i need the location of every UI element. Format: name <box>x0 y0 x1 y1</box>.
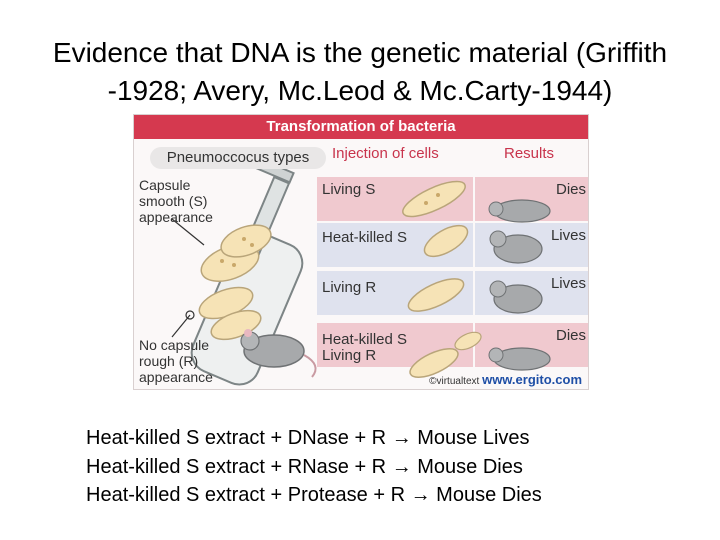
figure-credit: ©virtualtext www.ergito.com <box>429 372 582 387</box>
living-r-bacterium-icon <box>407 278 465 312</box>
no-capsule-label: No capsule rough (R) appearance <box>139 337 213 385</box>
living-mouse-icon-2 <box>489 280 543 314</box>
figure-title: Transformation of bacteria <box>134 115 588 139</box>
mouse-icon <box>240 329 317 378</box>
injection-header: Injection of cells <box>332 145 439 162</box>
row-1-result: Dies <box>555 181 586 198</box>
row-4-label: Heat-killed S <box>322 331 408 348</box>
row-4-result: Dies <box>555 327 586 344</box>
pneumococcus-types-label: Pneumoccocus types <box>150 147 326 169</box>
arrow-icon: → <box>391 455 412 478</box>
living-mouse-icon <box>489 230 543 264</box>
s-bacteria-icon <box>200 224 272 282</box>
living-s-bacterium-icon <box>402 180 466 218</box>
credit-brand: www.ergito.com <box>482 372 582 387</box>
arrow-icon: → <box>391 427 412 449</box>
statement-protease: Heat-killed S extract + Protease + R → M… <box>86 484 542 506</box>
slide-title: Evidence that DNA is the genetic materia… <box>0 34 720 110</box>
slide-title-line-1: Evidence that DNA is the genetic materia… <box>52 37 668 68</box>
row-4-label-2: Living R <box>322 347 377 364</box>
row-2-result: Lives <box>550 227 586 244</box>
row-2-label: Heat-killed S <box>322 229 408 246</box>
transformation-figure: Transformation of bacteria Living S Dies… <box>133 114 589 390</box>
dead-mouse-icon <box>488 199 551 223</box>
statement-dnase: Heat-killed S extract + DNase + R → Mous… <box>86 427 530 449</box>
heat-killed-s-bacterium-icon <box>423 224 469 258</box>
rough-pointer-line <box>171 314 191 338</box>
experiment-statements: Heat-killed S extract + DNase + R → Mous… <box>86 424 542 510</box>
result-row-4: Heat-killed S Living R Dies <box>317 323 588 367</box>
slide-title-line-2: -1928; Avery, Mc.Leod & Mc.Carty-1944) <box>107 75 613 106</box>
statement-rnase: Heat-killed S extract + RNase + R → Mous… <box>86 455 523 478</box>
mixed-bacteria-icon <box>409 331 482 378</box>
dead-mouse-icon-2 <box>488 347 551 371</box>
row-1-label: Living S <box>322 181 376 198</box>
capsule-label: Capsule smooth (S) appearance <box>139 177 213 225</box>
capsule-pointer-line <box>171 218 205 246</box>
results-header: Results <box>504 145 555 162</box>
row-3-label: Living R <box>322 279 377 296</box>
row-3-result: Lives <box>550 275 586 292</box>
figure-illustrations <box>171 148 551 386</box>
arrow-icon: → <box>410 484 431 506</box>
